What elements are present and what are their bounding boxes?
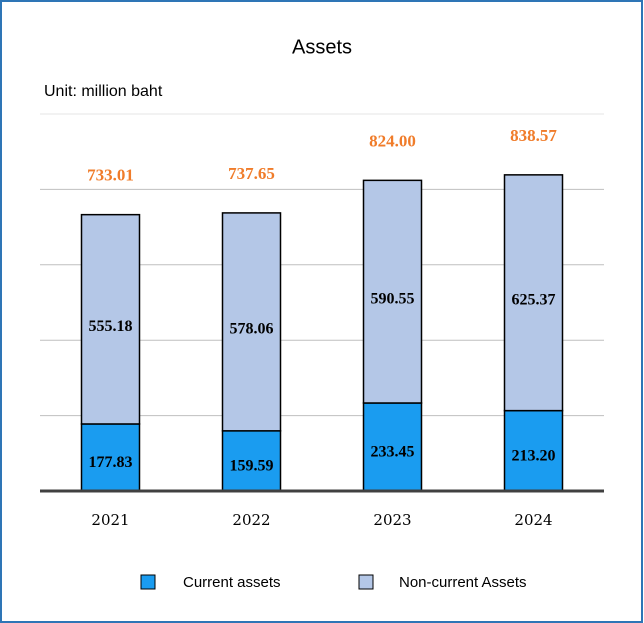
total-label: 733.01: [87, 166, 134, 185]
total-label: 824.00: [369, 131, 416, 150]
bar-segment: [221, 212, 282, 432]
x-tick-label: 2021: [91, 511, 129, 529]
total-label: 838.57: [510, 126, 557, 145]
value-label: 625.37: [512, 291, 556, 308]
value-label: 590.55: [371, 290, 415, 307]
legend-label: Non-current Assets: [399, 574, 527, 591]
value-label: 233.45: [371, 444, 415, 461]
unit-label: Unit: million baht: [44, 83, 163, 100]
x-tick-label: 2024: [514, 511, 552, 529]
x-tick-label: 2023: [373, 511, 411, 529]
bar-segment: [503, 409, 564, 492]
chart-title: Assets: [292, 36, 352, 58]
value-label: 177.83: [89, 454, 133, 471]
bar-segment: [503, 174, 564, 412]
legend-label: Current assets: [183, 574, 281, 591]
legend-swatch: [140, 574, 156, 590]
x-tick-label: 2022: [232, 511, 270, 529]
value-label: 555.18: [89, 318, 133, 335]
legend-swatch: [358, 574, 374, 590]
value-label: 159.59: [230, 458, 274, 475]
bar-segment: [362, 179, 423, 404]
bar-segment: [80, 213, 141, 425]
value-label: 578.06: [230, 321, 274, 338]
total-label: 737.65: [228, 164, 275, 183]
value-label: 213.20: [512, 447, 556, 464]
